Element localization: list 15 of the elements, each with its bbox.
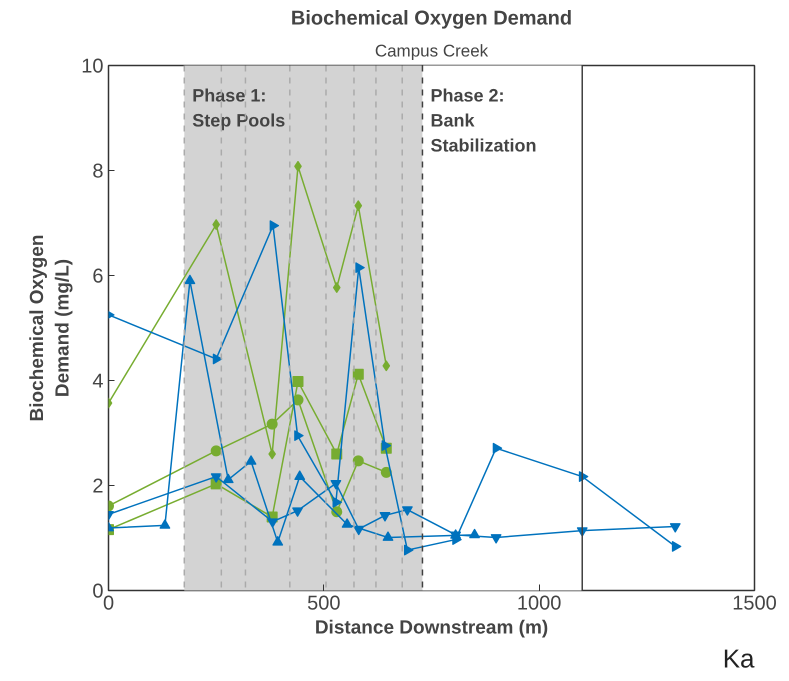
band-label: Phase 1: Step Pools	[192, 86, 286, 130]
y-tick-label: 2	[92, 476, 104, 498]
y-tick-label: 10	[81, 56, 104, 78]
y-tick-label: 4	[92, 370, 104, 392]
chart-subtitle: Campus Creek	[374, 42, 489, 60]
x-tick-label: 1500	[732, 592, 777, 614]
text: Ka	[722, 644, 756, 674]
x-tick-label: 500	[307, 592, 341, 614]
y-axis-title: Biochemical Oxygen Demand (mg/L)	[27, 234, 74, 422]
x-axis-title: Distance Downstream (m)	[314, 618, 548, 638]
band-label: Phase 2: Bank Stabilization	[430, 86, 536, 156]
x-tick-label: 1000	[516, 592, 562, 614]
y-tick-label: 8	[92, 160, 104, 182]
y-tick-label: 6	[92, 266, 104, 288]
chart-title: Biochemical Oxygen Demand	[290, 8, 572, 30]
